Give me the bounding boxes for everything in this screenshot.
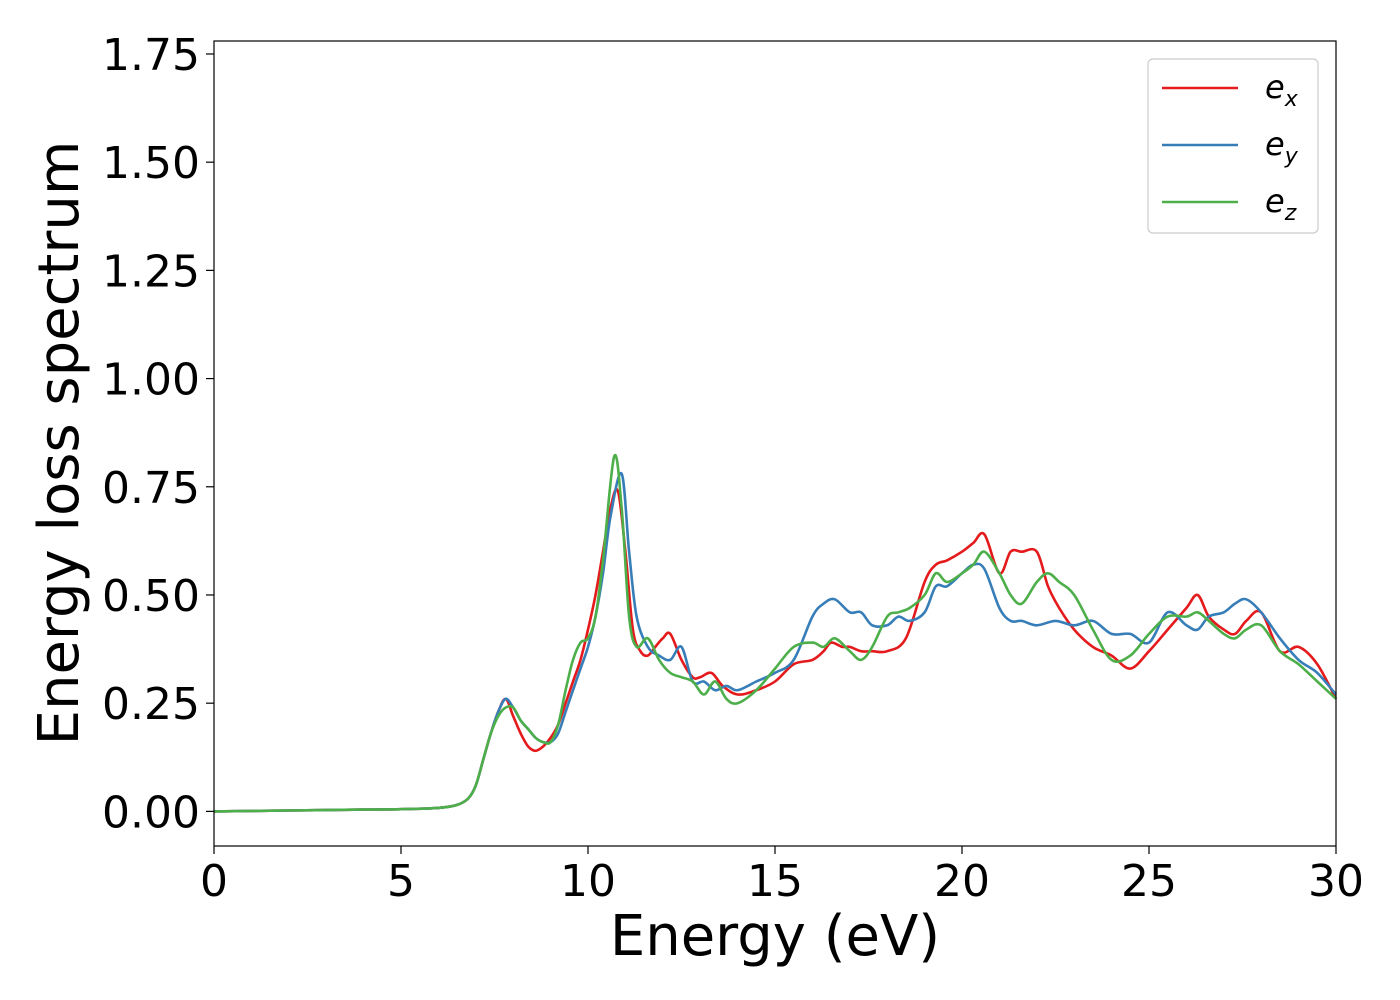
y-tick-label: 1.25 xyxy=(102,246,200,297)
x-tick-label: 25 xyxy=(1121,856,1177,907)
x-tick-label: 0 xyxy=(200,856,228,907)
series-line-z xyxy=(213,453,1337,813)
y-tick-label: 1.00 xyxy=(102,355,200,406)
legend-label-z: ez xyxy=(1265,182,1297,226)
x-tick-label: 5 xyxy=(387,856,415,907)
y-axis: 0.00 0.25 0.50 0.75 1.00 1.25 1.50 1.75 xyxy=(102,30,214,838)
legend: ex ey ez xyxy=(1147,58,1319,234)
x-axis-label: Energy (eV) xyxy=(610,904,940,969)
x-axis: 0 5 10 15 20 25 30 xyxy=(200,846,1364,907)
y-tick-label: 1.75 xyxy=(102,30,200,81)
x-tick-label: 15 xyxy=(747,856,803,907)
legend-label-y: ey xyxy=(1265,125,1299,169)
y-tick-label: 0.00 xyxy=(102,787,200,838)
x-tick-label: 30 xyxy=(1308,856,1364,907)
legend-label-x: ex xyxy=(1265,68,1299,112)
x-tick-label: 10 xyxy=(560,856,616,907)
x-tick-label: 20 xyxy=(934,856,990,907)
series-layer xyxy=(213,453,1338,813)
y-tick-label: 0.50 xyxy=(102,571,200,622)
y-tick-label: 0.25 xyxy=(102,679,200,730)
y-tick-label: 0.75 xyxy=(102,463,200,514)
y-tick-label: 1.50 xyxy=(102,138,200,189)
y-axis-label: Energy loss spectrum xyxy=(27,141,92,746)
